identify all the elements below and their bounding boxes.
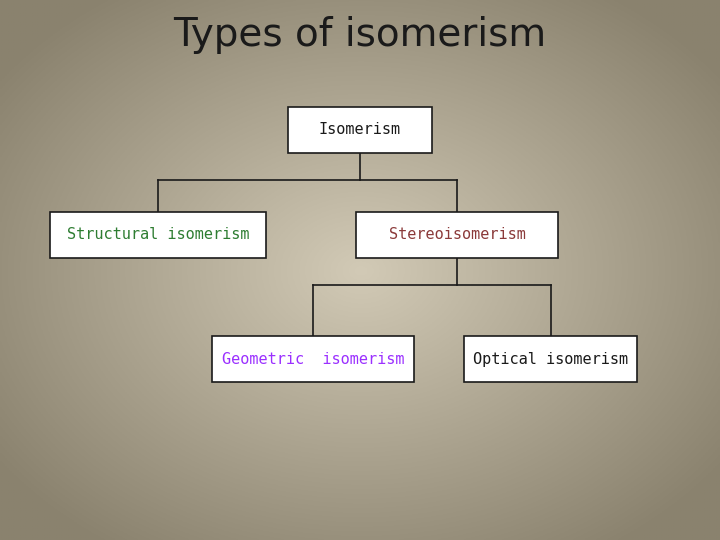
Text: Types of isomerism: Types of isomerism — [174, 16, 546, 54]
FancyBboxPatch shape — [50, 212, 266, 258]
Text: Stereoisomerism: Stereoisomerism — [389, 227, 526, 242]
FancyBboxPatch shape — [464, 336, 637, 382]
Text: Isomerism: Isomerism — [319, 122, 401, 137]
FancyBboxPatch shape — [212, 336, 414, 382]
FancyBboxPatch shape — [356, 212, 558, 258]
Text: Optical isomerism: Optical isomerism — [473, 352, 629, 367]
Text: Structural isomerism: Structural isomerism — [67, 227, 250, 242]
Text: Geometric  isomerism: Geometric isomerism — [222, 352, 405, 367]
FancyBboxPatch shape — [288, 106, 432, 152]
